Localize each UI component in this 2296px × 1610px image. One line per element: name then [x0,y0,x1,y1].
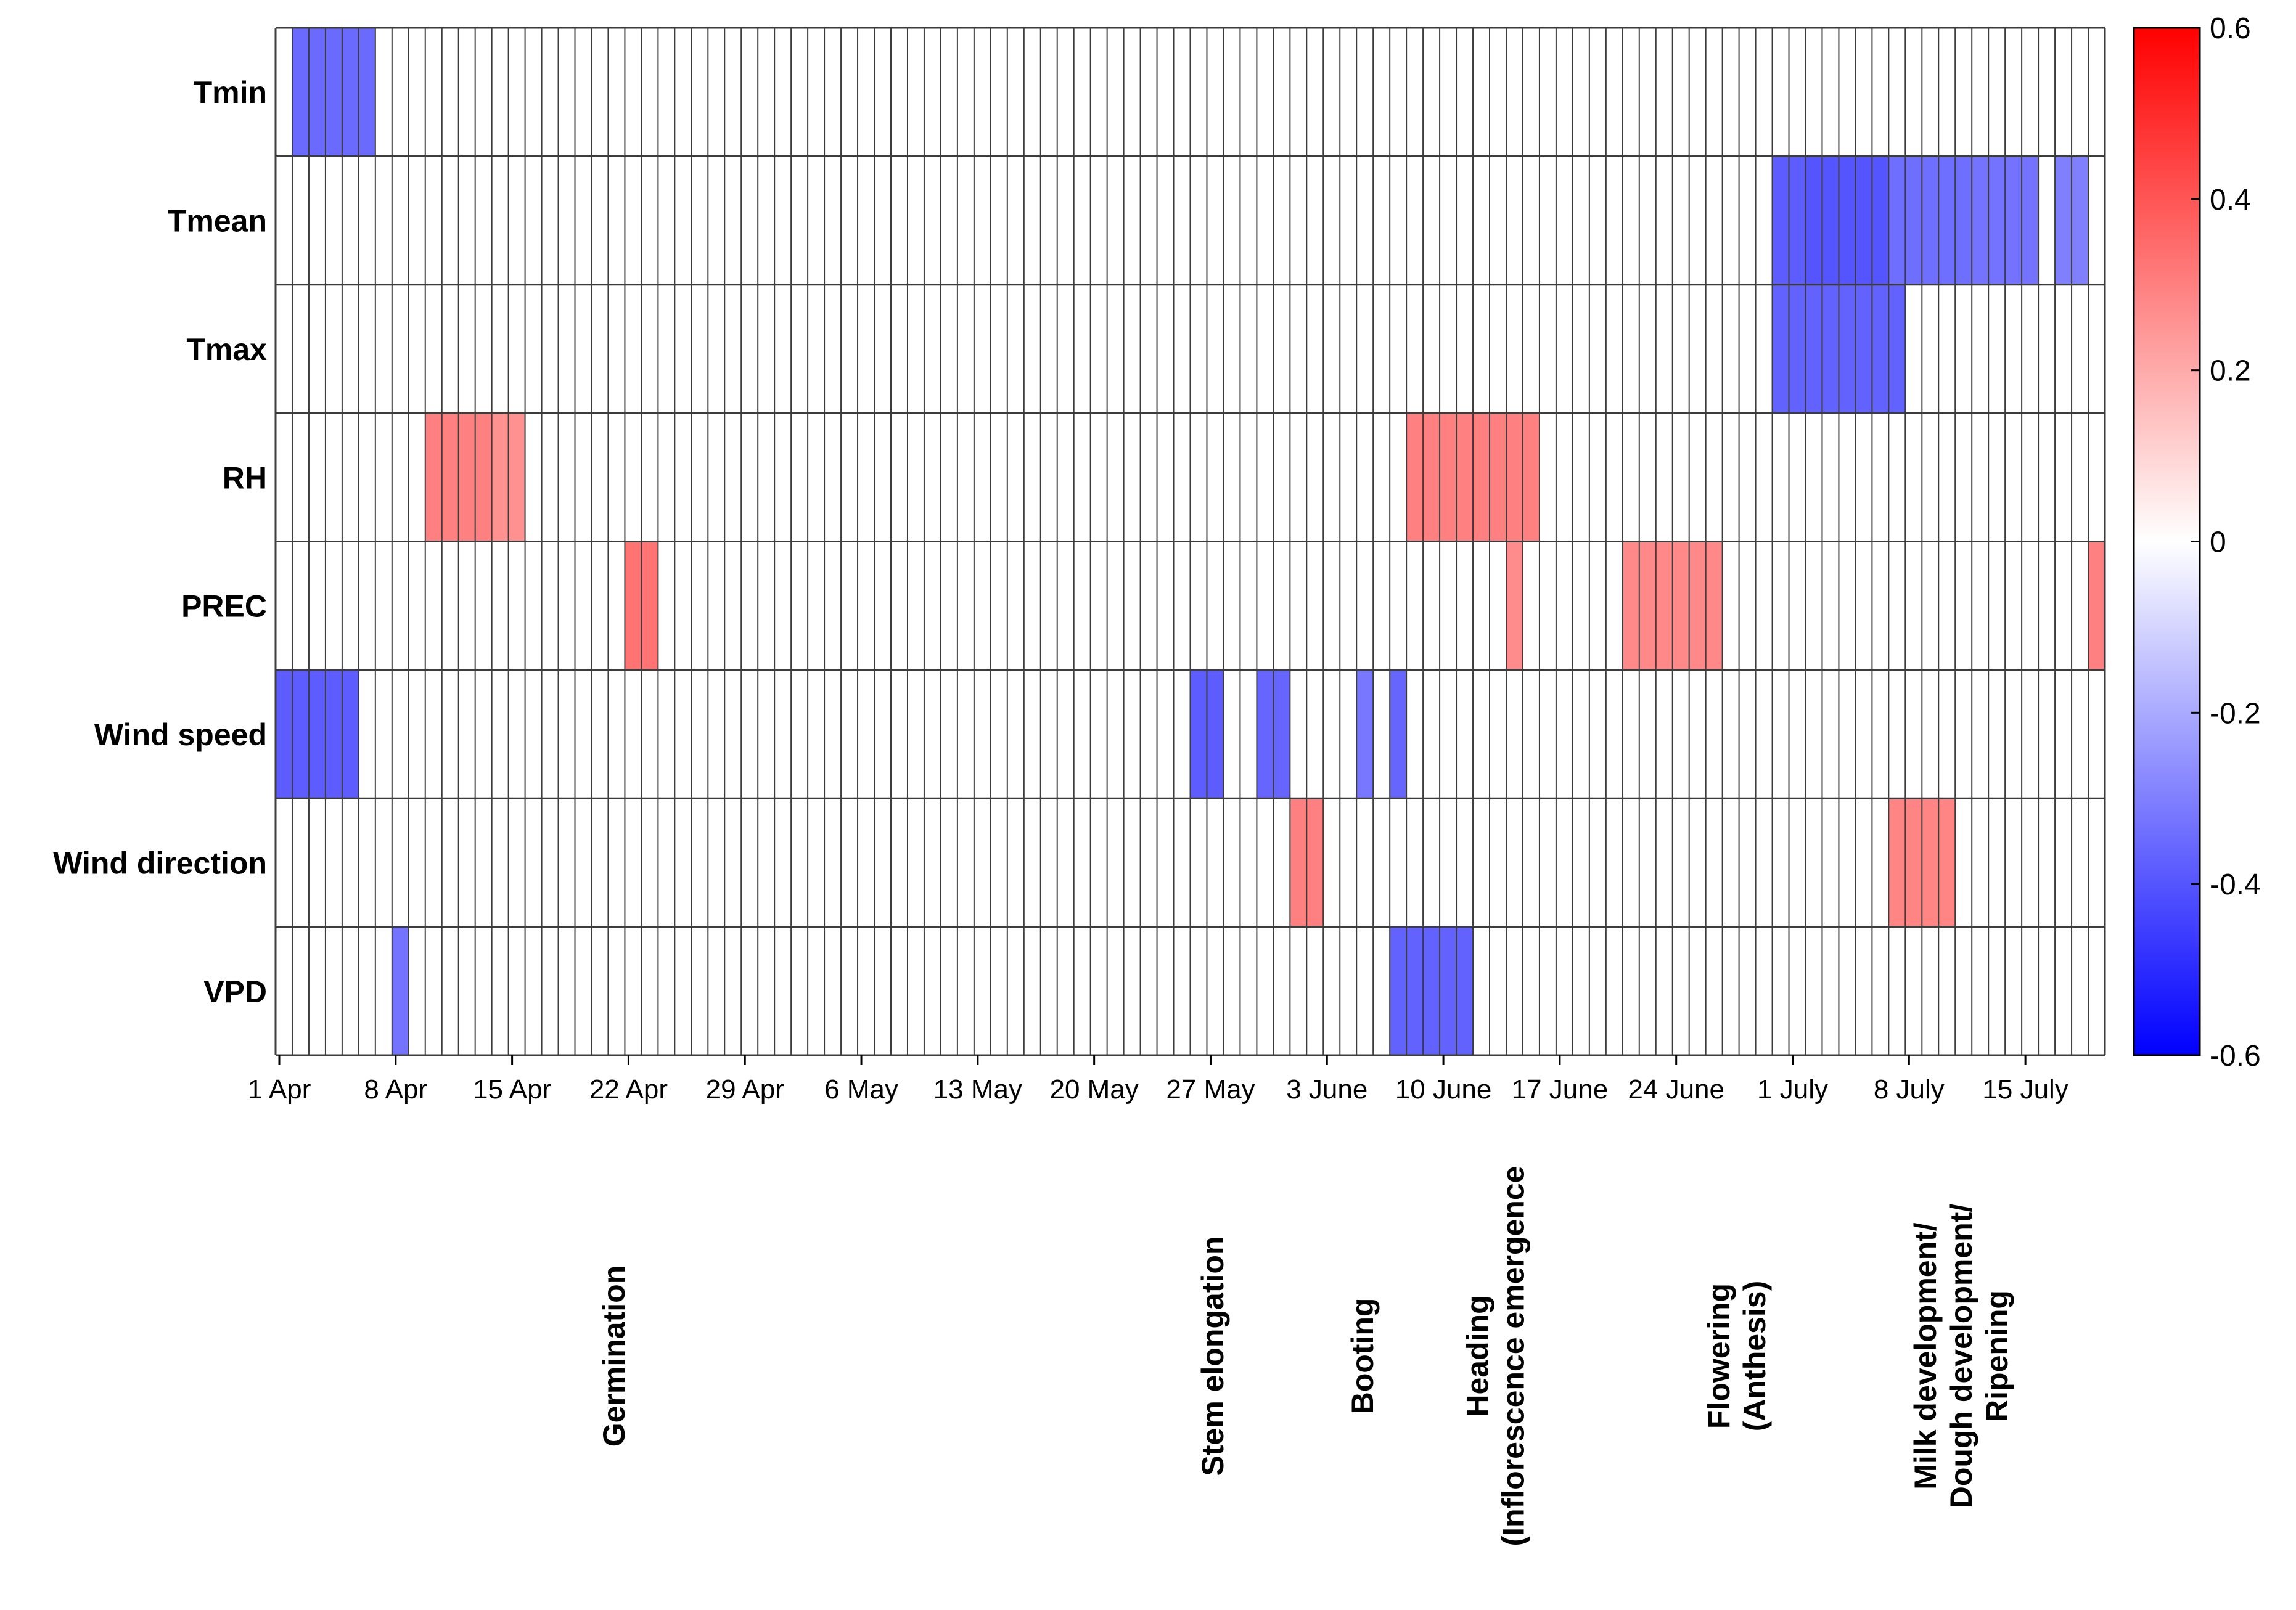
x-tick-label: 13 May [933,1074,1022,1105]
x-tick-label: 17 June [1512,1074,1609,1105]
x-tick-label: 15 Apr [473,1074,551,1105]
x-tick-label: 3 June [1286,1074,1367,1105]
row-label: Tmin [194,75,267,110]
x-tick-label: 27 May [1166,1074,1255,1105]
stage-label: Heading (Inflorescence emergence [1461,1166,1531,1547]
growth-stage-labels: Germination Stem elongation Booting Heading… [597,1166,2014,1547]
cell-segment-22 [1390,926,1474,1055]
stage-label: Stem elongation [1195,1236,1230,1476]
stage-label: Germination [597,1265,631,1447]
colorbar-scale [2133,27,2201,1056]
cell-segment-18 [1390,669,1407,799]
row-label: Tmean [168,204,267,239]
x-tick-label: 20 May [1050,1074,1139,1105]
stage-label: Booting [1345,1298,1380,1415]
colorbar-tick-label: 0.2 [2210,355,2251,388]
x-tick-label: 8 Apr [364,1074,427,1105]
stage-label: Flowering (Anthesis) [1702,1281,1772,1431]
row-label: VPD [203,975,267,1009]
row-label: Wind speed [94,717,267,752]
stage-label-line: (Inflorescence emergence [1496,1166,1531,1547]
x-tick-label: 29 Apr [706,1074,784,1105]
x-tick-label: 10 June [1395,1074,1492,1105]
row-label: PREC [181,589,267,624]
cell-segment-2 [1805,156,1889,285]
stage-label-line: Booting [1345,1298,1380,1415]
heatmap-grid [274,27,2106,1056]
cell-segment-0 [292,28,375,157]
x-tick-label: 1 Apr [248,1074,311,1105]
row-label: Wind direction [53,846,267,880]
stage-label-line: Ripening [1980,1290,2014,1422]
colorbar: 0.6 0.4 0.2 0 -0.2 -0.4 -0.6 [2133,12,2261,1073]
colorbar-tick-label: 0.4 [2210,184,2251,216]
stage-label-line: Stem elongation [1195,1236,1230,1476]
colorbar-tick-label: -0.6 [2210,1040,2261,1073]
colorbar-tick-label: 0 [2210,526,2226,559]
x-tick-label: 24 June [1628,1074,1724,1105]
x-tick-label: 22 Apr [589,1074,668,1105]
colorbar-tick-label: 0.6 [2210,12,2251,45]
cell-segment-13 [2088,541,2105,670]
x-axis: 1 Apr 8 Apr 15 Apr 22 Apr 29 Apr 6 May 13 May 2… [248,1055,2068,1105]
x-tick-label: 1 July [1757,1074,1828,1105]
stage-label-line: Germination [597,1265,631,1447]
stage-label-line: (Anthesis) [1737,1281,1772,1431]
stage-label-line: Heading [1461,1295,1495,1416]
stage-label-line: Milk development/ [1908,1222,1943,1490]
stage-label-line: Flowering [1702,1283,1736,1429]
row-label: RH [223,460,267,495]
row-label: Tmax [186,332,267,367]
stage-label: Milk development/Dough development/Ripen… [1908,1204,2014,1509]
colorbar-tick-label: -0.2 [2210,697,2261,730]
cell-segment-3 [1888,156,1972,285]
x-tick-label: 8 July [1874,1074,1945,1105]
row-labels: Tmin Tmean Tmax RH PREC Wind speed Wind direct… [53,75,267,1009]
x-tick-label: 15 July [1982,1074,2068,1105]
colorbar-tick-label: -0.4 [2210,868,2261,901]
cell-segment-14 [276,669,359,799]
x-tick-label: 6 May [824,1074,898,1105]
cell-segment-21 [392,926,409,1055]
cell-segment-11 [1506,541,1523,670]
stage-label-line: Dough development/ [1944,1204,1978,1509]
cell-segment-17 [1356,669,1374,799]
